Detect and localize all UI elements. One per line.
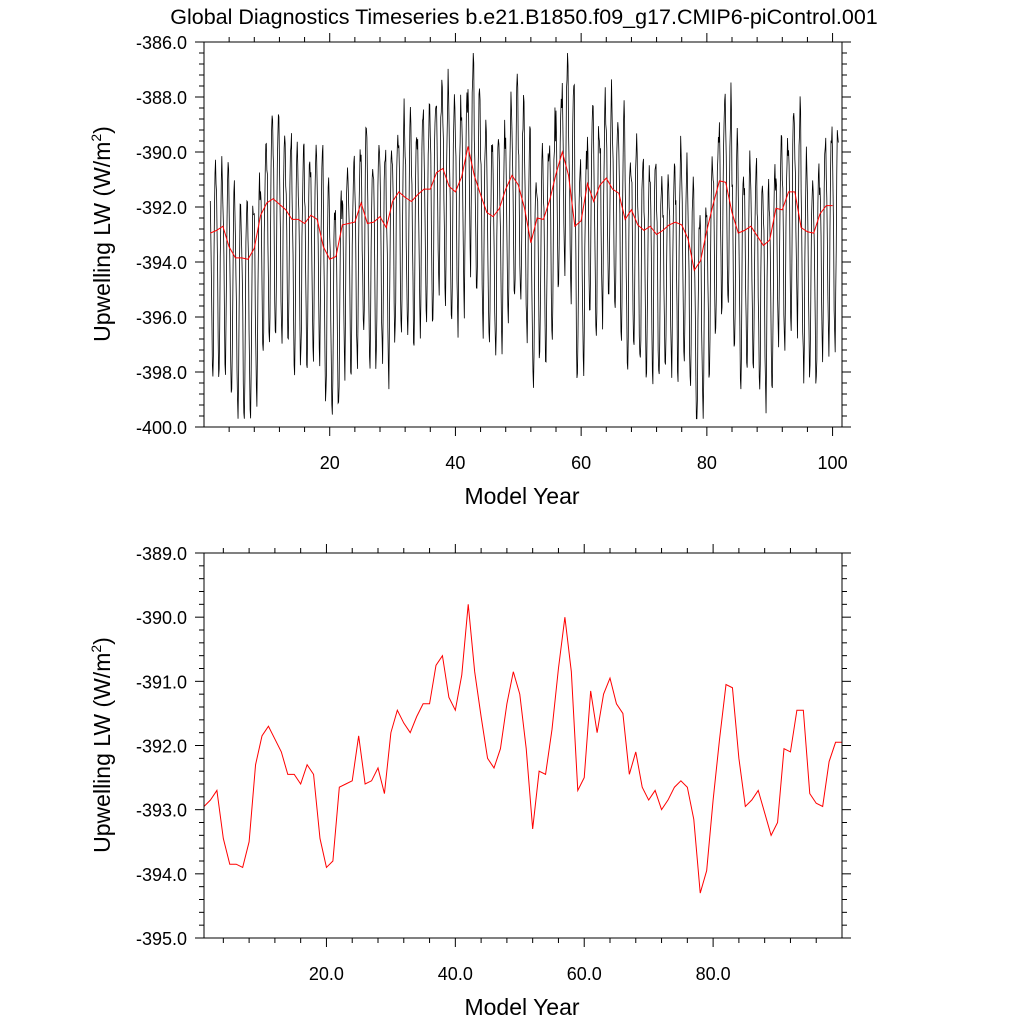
bottom-y-tick-label: -391.0 [136,672,187,692]
bottom-x-tick-label: 20.0 [309,964,344,984]
bottom-y-axis-label-close: ) [89,637,115,645]
top-y-tick-label: -390.0 [136,143,187,163]
bottom-y-tick-label: -392.0 [136,737,187,757]
top-y-axis-label-exp: 2 [88,134,104,142]
bottom-y-axis-label-exp: 2 [88,645,104,653]
top-y-axis-label-main: Upwelling LW (W/m [89,142,115,342]
bottom-y-tick-label: -394.0 [136,865,187,885]
figure-title: Global Diagnostics Timeseries b.e21.B185… [170,5,878,29]
top-y-tick-label: -396.0 [136,308,187,328]
top-y-tick-label: -398.0 [136,363,187,383]
top-x-tick-label: 20 [320,453,340,473]
top-y-tick-label: -388.0 [136,88,187,108]
bottom-x-tick-label: 80.0 [696,964,731,984]
bottom-series-annual [203,604,842,894]
bottom-y-tick-label: -395.0 [136,929,187,949]
bottom-x-tick-label: 60.0 [567,964,602,984]
bottom-y-axis-label: Upwelling LW (W/m2) [88,637,115,853]
top-x-tick-label: 100 [818,453,848,473]
top-x-tick-label: 60 [571,453,591,473]
bottom-y-tick-label: -390.0 [136,608,187,628]
top-x-tick-label: 40 [445,453,465,473]
top-series-annual [210,146,833,272]
top-x-tick-label: 80 [697,453,717,473]
top-y-tick-label: -400.0 [136,418,187,438]
top-plot-frame [203,41,843,428]
bottom-y-tick-label: -393.0 [136,801,187,821]
bottom-x-axis-label: Model Year [464,994,579,1020]
top-y-tick-label: -394.0 [136,253,187,273]
bottom-panel: -395.0 -394.0 -393.0 -392.0 -391.0 -390.0 -389… [88,544,851,1020]
bottom-y-tick-label: -389.0 [136,544,187,564]
top-x-axis-label: Model Year [464,483,579,509]
bottom-x-tick-label: 40.0 [438,964,473,984]
top-y-tick-label: -386.0 [136,33,187,53]
bottom-plot-area: -395.0 -394.0 -393.0 -392.0 -391.0 -390.0 -389… [136,544,851,984]
top-series-monthly [209,52,839,420]
top-y-tick-label: -392.0 [136,198,187,218]
bottom-y-axis-label-main: Upwelling LW (W/m [89,653,115,853]
top-plot-area: -400.0 -398.0 -396.0 -394.0 -392.0 -390.0 -388… [136,33,851,473]
top-y-axis-label-close: ) [89,126,115,134]
top-panel: -400.0 -398.0 -396.0 -394.0 -392.0 -390.0 -388… [88,33,851,509]
bottom-plot-frame [203,552,843,939]
top-y-axis-label: Upwelling LW (W/m2) [88,126,115,342]
